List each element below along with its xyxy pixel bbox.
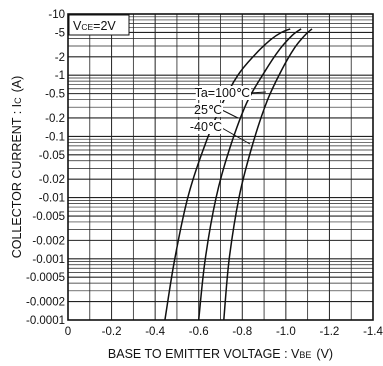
y-tick-label: -1 [55, 70, 65, 82]
curves [164, 28, 313, 321]
y-tick-label: -0.001 [32, 254, 65, 266]
y-tick-label: -0.0005 [26, 272, 65, 284]
y-tick-label: -0.005 [32, 211, 65, 223]
series-line [197, 28, 302, 321]
condition-box-frame [68, 14, 130, 36]
x-tick-label: -0.4 [145, 326, 165, 338]
leader-line [221, 127, 251, 145]
series-label: Ta=100℃ [195, 86, 250, 100]
series-label-bg [198, 103, 223, 117]
series-label-bg [195, 86, 251, 100]
y-tick-labels: -10 -5 -2 -1 -0.5 -0.2 -0.1 -0.05 -0.02 -0.01 -0.0… [26, 9, 65, 327]
y-tick-label: -0.5 [45, 89, 65, 101]
y-tick-label: -0.01 [39, 193, 65, 205]
series-label: -40℃ [190, 120, 222, 134]
plot-frame [67, 13, 374, 321]
y-tick-label: -0.002 [32, 235, 65, 247]
x-tick-label: 0 [65, 326, 71, 338]
x-tick-label: -0.8 [232, 326, 252, 338]
x-axis-label: BASE TO EMITTER VOLTAGE : VBE (V) [108, 347, 333, 361]
x-tick-label: -1.4 [363, 326, 383, 338]
grid [68, 14, 373, 320]
y-tick-label: -0.2 [45, 113, 65, 125]
series-labels: Ta=100℃ 25℃ -40℃ [190, 86, 251, 134]
x-tick-label: -1.0 [276, 326, 296, 338]
x-tick-label: -0.6 [189, 326, 209, 338]
y-tick-label: -0.1 [45, 131, 65, 143]
leader-line [249, 91, 267, 94]
x-tick-labels: 0 -0.2 -0.4 -0.6 -0.8 -1.0 -1.2 -1.4 [65, 326, 383, 338]
y-tick-label: -10 [48, 9, 65, 21]
y-tick-label: -5 [55, 27, 65, 39]
x-tick-label: -0.2 [102, 326, 122, 338]
annotation-leaders [221, 91, 267, 145]
leader-line [221, 109, 239, 119]
y-tick-label: -0.05 [39, 150, 65, 162]
series-label-bg [190, 120, 223, 134]
x-tick-label: -1.2 [320, 326, 340, 338]
y-tick-label: -0.02 [39, 174, 65, 186]
y-tick-label: -0.0002 [26, 297, 65, 309]
condition-box: VCE=2V [68, 14, 130, 36]
series-label: 25℃ [194, 103, 222, 117]
y-tick-label: -0.0001 [26, 315, 65, 327]
condition-label: VCE=2V [73, 19, 116, 33]
y-tick-label: -2 [55, 52, 65, 64]
series-line [223, 28, 313, 321]
y-axis-label: COLLECTOR CURRENT : IC(A) [10, 76, 24, 259]
